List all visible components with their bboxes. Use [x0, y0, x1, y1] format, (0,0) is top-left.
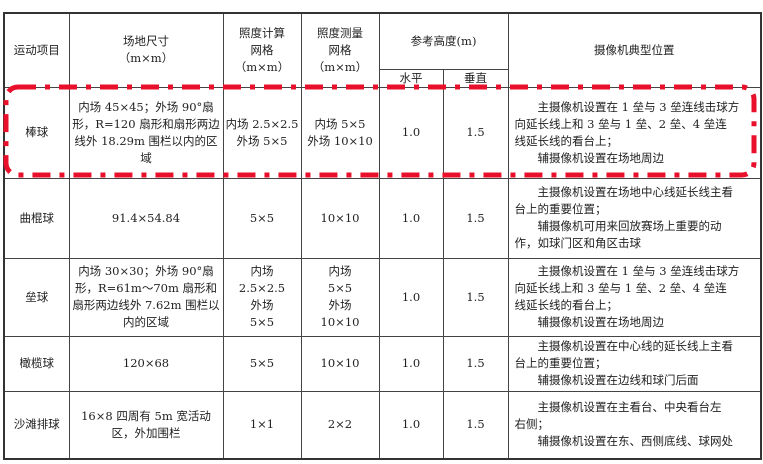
sport-cell: 橄榄球 [3, 335, 70, 392]
camera-position-cell: 主摄像机设置在主看台、中央看台左右侧； 辅摄像机设置在东、西侧底线、球网处 [507, 390, 762, 460]
measure-grid-cell: 2×2 [300, 390, 380, 460]
calc-grid-cell: 1×1 [222, 390, 302, 460]
camera-line: 主摄像机设置在场地中心线延长线主看 [537, 185, 734, 199]
header-measure-grid: 照度测量 网格 （m×m） [300, 12, 380, 88]
field-size-cell: 120×68 [68, 335, 224, 392]
header-ref-height: 参考高度(m) [378, 12, 509, 70]
measure-grid-cell: 10×10 [300, 335, 380, 392]
camera-line: 主摄像机设置在主看台、中央看台左 [537, 400, 722, 415]
table-row: 橄榄球 120×68 5×5 10×10 1.0 1.5 主摄像机设置在中心线的延长线上主看… [3, 335, 762, 392]
table-row: 曲棍球 91.4×54.84 5×5 10×10 1.0 1.5 主摄像机设置在场地中心线延… [3, 177, 762, 259]
camera-line: 线延长线的看台上； [514, 298, 619, 312]
horizontal-height-cell: 1.0 [378, 335, 444, 392]
header-vertical: 垂直 [442, 68, 509, 88]
camera-position-cell: 主摄像机设置在 1 垒与 3 垒连线击球方向延长线上和 3 垒与 1 垒、2 垒… [507, 257, 762, 337]
horizontal-height-cell: 1.0 [378, 390, 444, 460]
camera-line: 向延长线上和 3 垒与 1 垒、2 垒、4 垒连 [514, 281, 727, 295]
measure-grid-cell: 内场 5×5 外场 10×10 [300, 257, 380, 337]
camera-position-cell: 主摄像机设置在场地中心线延长线主看台上的重要位置； 辅摄像机可用来回放赛场上重要的… [507, 177, 762, 259]
vertical-height-cell: 1.5 [442, 177, 509, 259]
camera-position-cell: 主摄像机设置在中心线的延长线上主看台上的重要位置； 辅摄像机设置在边线和球门后面 [507, 335, 762, 392]
camera-line: 辅摄像机设置在场地周边 [537, 315, 665, 329]
camera-line: 向延长线上和 3 垒与 1 垒、2 垒、4 垒连 [514, 116, 727, 131]
header-calc-grid: 照度计算 网格 （m×m） [222, 12, 302, 88]
vertical-height-cell: 1.5 [442, 390, 509, 460]
sport-cell: 垒球 [3, 257, 70, 337]
table-row: 沙滩排球 16×8 四周有 5m 宽活动区，外加围栏 1×1 2×2 1.0 1.5 主摄像… [3, 390, 762, 460]
vertical-height-cell: 1.5 [442, 86, 509, 179]
camera-line: 台上的重要位置； [514, 356, 607, 370]
vertical-height-cell: 1.5 [442, 257, 509, 337]
lighting-table: 运动项目 场地尺寸 （m×m） 照度计算 网格 （m×m） 照度测量 网格 （m… [3, 12, 763, 460]
camera-line: 辅摄像机设置在场地周边 [537, 150, 665, 165]
field-size-cell: 16×8 四周有 5m 宽活动区，外加围栏 [68, 390, 224, 460]
table-row: 棒球 内场 45×45；外场 90°扇形，R=120 扇形和扇形两边线外 18.2… [3, 86, 762, 179]
camera-line: 辅摄像机设置在边线和球门后面 [537, 373, 699, 387]
camera-line: 右侧； [514, 417, 550, 432]
camera-line: 作，如球门区和角区击球 [514, 236, 642, 250]
table-row: 垒球 内场 30×30；外场 90°扇形，R=61m～70m 扇形和扇形两边线外 … [3, 257, 762, 337]
camera-line: 主摄像机设置在 1 垒与 3 垒连线击球方 [537, 264, 740, 278]
camera-line: 台上的重要位置； [514, 202, 607, 216]
camera-line: 辅摄像机可用来回放赛场上重要的动 [537, 219, 722, 233]
horizontal-height-cell: 1.0 [378, 86, 444, 179]
camera-position-cell: 主摄像机设置在 1 垒与 3 垒连线击球方向延长线上和 3 垒与 1 垒、2 垒… [507, 86, 762, 179]
sport-cell: 曲棍球 [3, 177, 70, 259]
horizontal-height-cell: 1.0 [378, 257, 444, 337]
camera-line: 线延长线的看台上； [514, 133, 619, 148]
measure-grid-cell: 10×10 [300, 177, 380, 259]
sport-cell: 棒球 [3, 86, 70, 179]
calc-grid-cell: 内场 2.5×2.5 外场 5×5 [222, 86, 302, 179]
calc-grid-cell: 5×5 [222, 335, 302, 392]
field-size-cell: 内场 30×30；外场 90°扇形，R=61m～70m 扇形和扇形两边线外 7.… [68, 257, 224, 337]
field-size-cell: 91.4×54.84 [68, 177, 224, 259]
measure-grid-cell: 内场 5×5 外场 10×10 [300, 86, 380, 179]
vertical-height-cell: 1.5 [442, 335, 509, 392]
field-size-cell: 内场 45×45；外场 90°扇形，R=120 扇形和扇形两边线外 18.29m… [68, 86, 224, 179]
horizontal-height-cell: 1.0 [378, 177, 444, 259]
calc-grid-cell: 内场 2.5×2.5 外场 5×5 [222, 257, 302, 337]
header-sport: 运动项目 [3, 12, 70, 88]
header-horizontal: 水平 [378, 68, 444, 88]
calc-grid-cell: 5×5 [222, 177, 302, 259]
header-field-size: 场地尺寸 （m×m） [68, 12, 224, 88]
camera-line: 主摄像机设置在中心线的延长线上主看 [537, 339, 734, 353]
camera-line: 辅摄像机设置在东、西侧底线、球网处 [537, 434, 734, 449]
sport-cell: 沙滩排球 [3, 390, 70, 460]
header-camera-position: 摄像机典型位置 [507, 12, 762, 88]
camera-line: 主摄像机设置在 1 垒与 3 垒连线击球方 [537, 99, 740, 114]
